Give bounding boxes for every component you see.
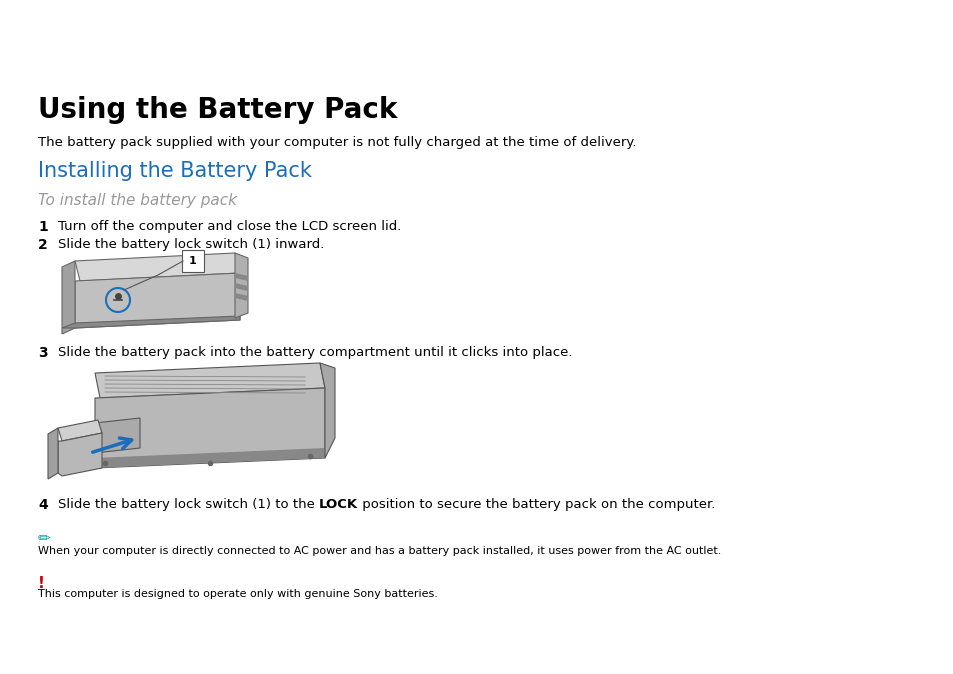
Text: 3: 3	[38, 346, 48, 360]
Polygon shape	[95, 418, 140, 453]
Text: 21: 21	[855, 13, 877, 28]
Polygon shape	[48, 428, 58, 479]
Text: Slide the battery lock switch (1) inward.: Slide the battery lock switch (1) inward…	[58, 238, 324, 251]
Text: Installing the Battery Pack: Installing the Battery Pack	[38, 161, 312, 181]
Text: ►: ►	[875, 13, 884, 26]
Text: Turn off the computer and close the LCD screen lid.: Turn off the computer and close the LCD …	[58, 220, 401, 233]
Text: The battery pack supplied with your computer is not fully charged at the time of: The battery pack supplied with your comp…	[38, 136, 636, 149]
Polygon shape	[62, 316, 240, 328]
Text: !: !	[38, 576, 45, 591]
Text: 4: 4	[38, 498, 48, 512]
Polygon shape	[234, 273, 248, 281]
Polygon shape	[95, 448, 325, 468]
Text: This computer is designed to operate only with genuine Sony batteries.: This computer is designed to operate onl…	[38, 589, 437, 599]
Text: Using the Battery Pack: Using the Battery Pack	[38, 96, 397, 124]
Text: 2: 2	[38, 238, 48, 252]
Polygon shape	[234, 293, 248, 301]
Polygon shape	[234, 283, 248, 291]
FancyBboxPatch shape	[182, 250, 204, 272]
Polygon shape	[62, 261, 75, 334]
Text: position to secure the battery pack on the computer.: position to secure the battery pack on t…	[358, 498, 715, 511]
Text: 1: 1	[38, 220, 48, 234]
Polygon shape	[319, 363, 335, 458]
Text: Slide the battery pack into the battery compartment until it clicks into place.: Slide the battery pack into the battery …	[58, 346, 572, 359]
Text: When your computer is directly connected to AC power and has a battery pack inst: When your computer is directly connected…	[38, 546, 720, 556]
Polygon shape	[58, 433, 102, 476]
Polygon shape	[95, 363, 325, 398]
Polygon shape	[75, 253, 240, 281]
Text: VAIO: VAIO	[18, 20, 100, 49]
Text: Slide the battery lock switch (1) to the: Slide the battery lock switch (1) to the	[58, 498, 319, 511]
Polygon shape	[75, 273, 240, 328]
Polygon shape	[234, 253, 248, 318]
Text: ◄: ◄	[840, 13, 849, 26]
Text: Getting Started: Getting Started	[857, 40, 953, 53]
Text: ✏: ✏	[38, 531, 51, 546]
Polygon shape	[58, 420, 102, 441]
Text: 1: 1	[189, 256, 196, 266]
Text: LOCK: LOCK	[319, 498, 358, 511]
Text: To install the battery pack: To install the battery pack	[38, 193, 236, 208]
Polygon shape	[95, 388, 325, 468]
